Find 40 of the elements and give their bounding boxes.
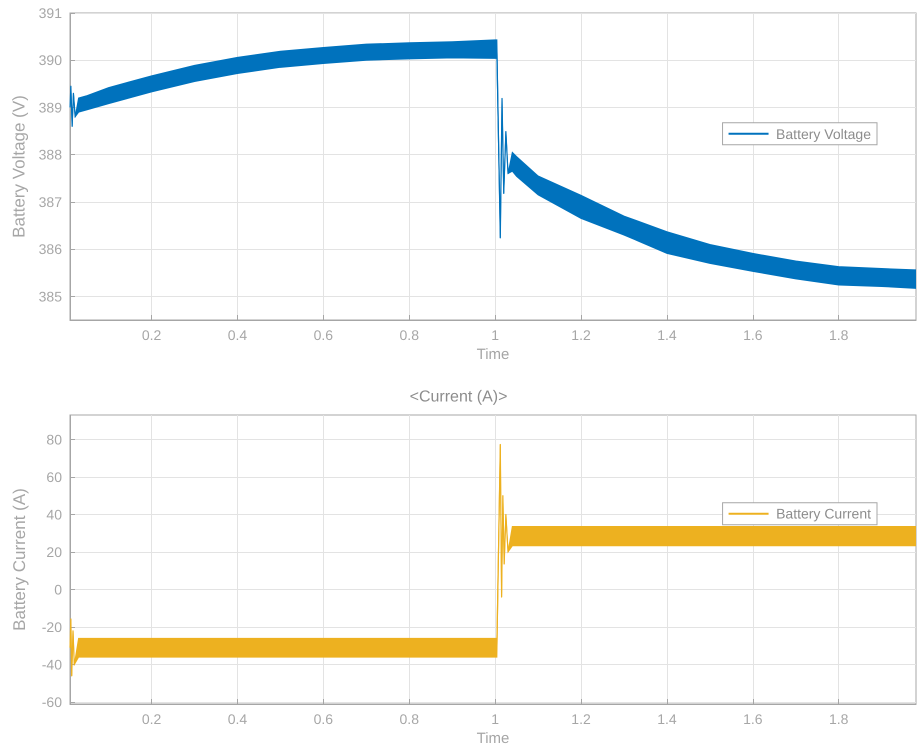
x-tick-label: 0.6 <box>314 711 334 727</box>
y-axis-title: Battery Current (A) <box>10 488 29 631</box>
x-tick-label: 1.4 <box>657 711 677 727</box>
x-tick-label: 0.4 <box>228 711 248 727</box>
x-tick-label: 1 <box>491 327 500 343</box>
y-axis-title: Battery Voltage (V) <box>10 95 29 238</box>
legend-label: Battery Current <box>776 506 872 522</box>
x-tick-label: 1.8 <box>828 327 849 343</box>
y-tick-label: 387 <box>38 194 62 210</box>
x-axis-title: Time <box>476 730 510 747</box>
y-tick-label: 390 <box>38 52 62 68</box>
x-tick-label: 1.4 <box>657 327 677 343</box>
y-tick-label: 386 <box>38 241 62 258</box>
y-tick-label: -40 <box>42 656 62 673</box>
x-tick-label: 1.8 <box>828 711 849 727</box>
y-tick-label: 388 <box>38 146 62 163</box>
y-tick-label: 385 <box>38 288 62 304</box>
x-tick-label: 0.2 <box>142 711 162 727</box>
y-tick-label: -20 <box>42 619 62 636</box>
y-tick-label: 389 <box>38 99 62 116</box>
y-tick-label: 0 <box>54 582 62 598</box>
x-tick-label: 1.2 <box>571 327 591 343</box>
x-tick-label: 0.6 <box>314 327 334 343</box>
x-axis-title: Time <box>476 346 510 363</box>
x-tick-label: 0.8 <box>400 327 420 343</box>
y-tick-label: 391 <box>38 5 62 21</box>
y-tick-label: 80 <box>46 431 62 448</box>
legend-label: Battery Voltage <box>776 126 872 142</box>
y-tick-label: 40 <box>46 506 62 522</box>
x-tick-label: 1.2 <box>571 711 591 727</box>
x-tick-label: 1.6 <box>743 327 763 343</box>
y-tick-label: -60 <box>42 694 62 710</box>
x-tick-label: 0.4 <box>228 327 248 343</box>
x-tick-label: 1 <box>491 711 500 727</box>
chart-title: <Current (A)> <box>410 388 508 406</box>
y-tick-label: 60 <box>46 468 62 485</box>
x-tick-label: 0.2 <box>142 327 162 343</box>
y-tick-label: 20 <box>46 544 62 560</box>
x-tick-label: 1.6 <box>743 711 763 727</box>
x-tick-label: 0.8 <box>400 711 420 727</box>
